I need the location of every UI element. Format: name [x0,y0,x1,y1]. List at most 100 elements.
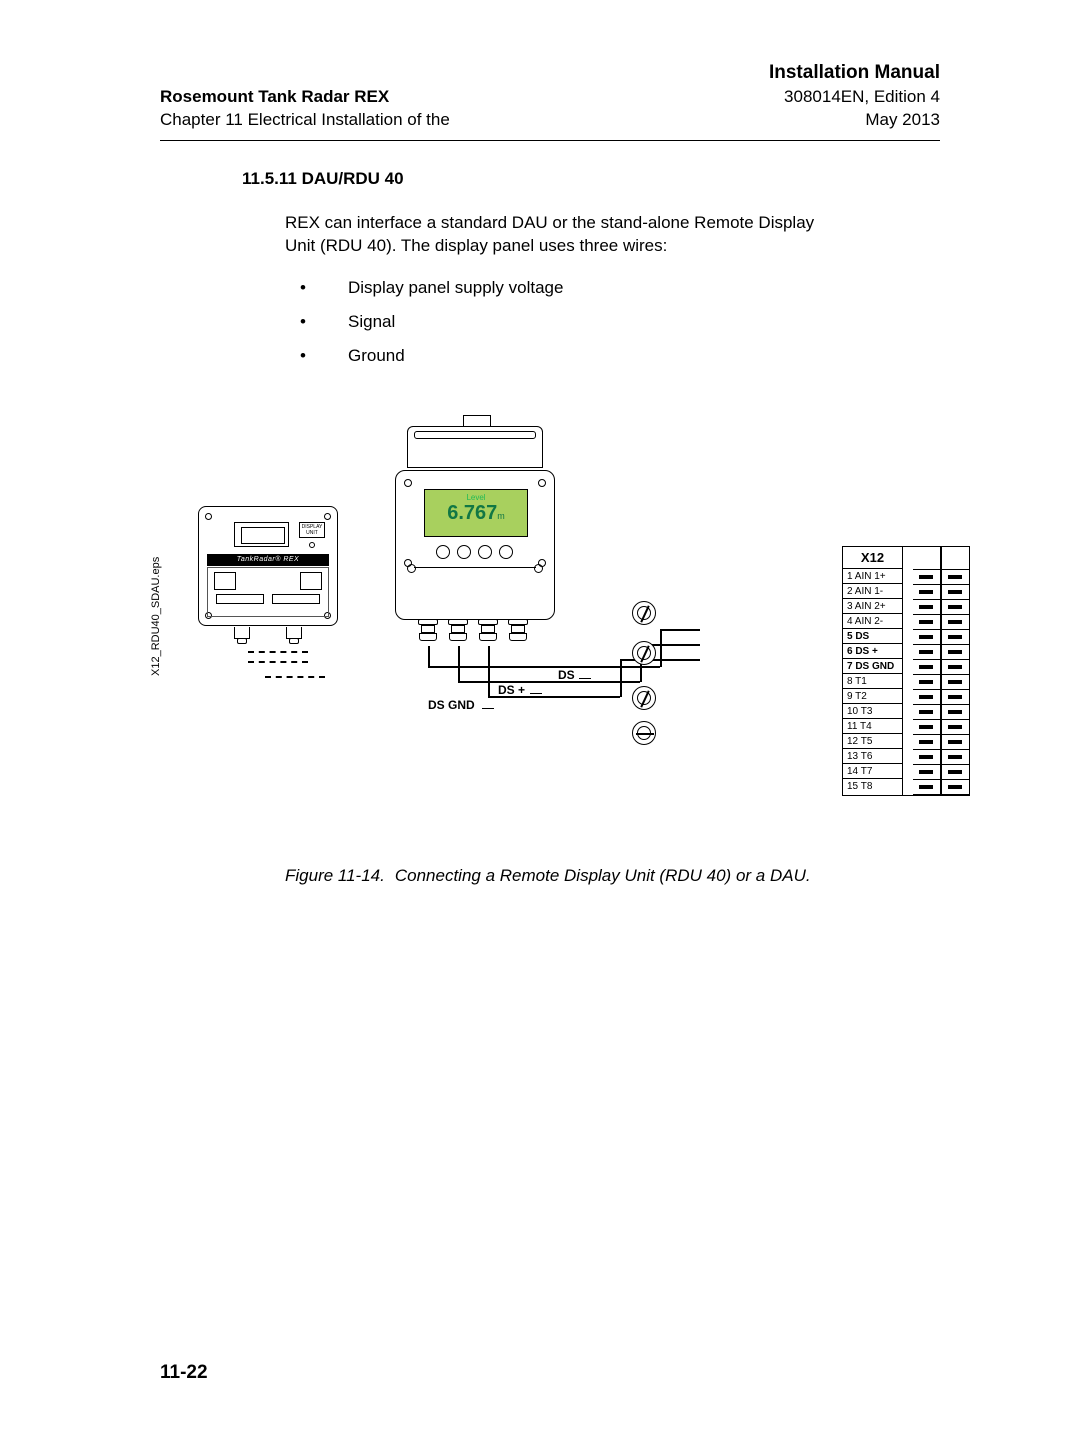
leader-line [579,678,591,679]
terminal-row: 9 T2 [843,689,902,704]
terminal-slot [913,780,940,795]
list-item: Ground [300,346,940,366]
gland-icon [234,627,250,639]
figure-caption: Figure 11-14. Connecting a Remote Displa… [285,864,845,888]
gland-icon [418,619,438,643]
button-icon [457,545,471,559]
terminal-slot [942,630,969,645]
connector-icon [272,594,320,604]
figure-caption-text: Connecting a Remote Display Unit (RDU 40… [395,864,811,888]
screen-label: Level [425,490,527,502]
wire-label-dsp: DS + [498,683,525,697]
terminal-row: 3 AIN 2+ [843,599,902,614]
wire [428,646,430,666]
cable-entry-icon [632,641,656,665]
blank-header [942,547,969,570]
terminal-slot [942,750,969,765]
terminal-slot [942,660,969,675]
leader-line [482,708,494,709]
terminal-slot [942,645,969,660]
dashed-wire [248,661,308,663]
screw-icon [324,513,331,520]
figure-number: Figure 11-14. [285,864,385,888]
page-header: Rosemount Tank Radar REX Chapter 11 Elec… [160,60,940,141]
terminal-slot [913,600,940,615]
terminal-row-ds: 7 DS GND [843,659,902,674]
terminal-slot [942,720,969,735]
button-icon [499,545,513,559]
gland-icon [286,627,302,639]
bullet-list: Display panel supply voltage Signal Grou… [300,278,940,366]
blank-header [913,547,940,570]
gland-icon [448,619,468,643]
gland-icon [508,619,528,643]
terminal-slots-col [941,547,969,795]
terminal-slot [913,735,940,750]
terminal-row: 10 T3 [843,704,902,719]
terminal-block: X12 1 AIN 1+ 2 AIN 1- 3 AIN 2+ 4 AIN 2- … [842,546,970,796]
terminal-slot [913,765,940,780]
terminal-slot [942,675,969,690]
terminal-row: 15 T8 [843,779,902,794]
screen-unit: m [497,511,505,521]
divider [414,567,536,568]
terminal-slot [913,570,940,585]
leader-line [530,693,542,694]
screw-icon [404,479,412,487]
terminal-slot [942,735,969,750]
terminal-header: X12 [843,547,902,569]
terminal-row: 11 T4 [843,719,902,734]
wire [428,666,660,668]
terminal-row: 1 AIN 1+ [843,569,902,584]
gland-icon [478,619,498,643]
list-item: Signal [300,312,940,332]
header-right: Installation Manual 308014EN, Edition 4 … [769,60,940,132]
wire [458,646,460,681]
terminal-slot [913,645,940,660]
terminal-slot [942,765,969,780]
terminal-gap [903,547,913,795]
wire-label-ds: DS [558,668,575,682]
wire [620,659,622,697]
dau-brand-label: TankRadar® REX [207,554,329,566]
terminal-slot [942,615,969,630]
terminal-slot [942,600,969,615]
wire [660,629,700,631]
button-icon [478,545,492,559]
dau-display [234,522,289,547]
connector-icon [216,594,264,604]
product-title: Rosemount Tank Radar REX [160,86,450,109]
manual-title: Installation Manual [769,60,940,86]
terminal-slot [942,570,969,585]
terminal-row: 12 T5 [843,734,902,749]
figure-diagram: X12_RDU40_SDAU.eps DISPLAY UNIT TankRada… [160,406,940,846]
rdu-body: Level 6.767m [395,470,555,620]
terminal-slots-col [913,547,941,795]
terminal-row: 13 T6 [843,749,902,764]
terminal-slot [942,705,969,720]
eps-filename-label: X12_RDU40_SDAU.eps [150,557,162,676]
terminal-row-ds: 5 DS [843,629,902,644]
dau-indicator [309,542,315,548]
list-item: Display panel supply voltage [300,278,940,298]
terminal-slot [913,690,940,705]
rdu-device: Level 6.767m [395,426,555,656]
dashed-wire [265,676,325,678]
rdu-buttons [436,545,513,559]
rdu-screen: Level 6.767m [424,489,528,537]
terminal-row: 8 T1 [843,674,902,689]
rdu-lid [407,426,543,468]
terminal-row: 2 AIN 1- [843,584,902,599]
dau-plate-label: DISPLAY UNIT [299,522,325,538]
dashed-wire [248,651,308,653]
section-paragraph: REX can interface a standard DAU or the … [285,211,845,259]
terminal-labels-col: X12 1 AIN 1+ 2 AIN 1- 3 AIN 2+ 4 AIN 2- … [843,547,903,795]
wire [620,659,700,661]
terminal-slot [913,705,940,720]
dau-device: DISPLAY UNIT TankRadar® REX [198,506,338,626]
terminal-row: 4 AIN 2- [843,614,902,629]
wire [458,681,640,683]
terminal-slot [913,630,940,645]
terminal-slot [942,585,969,600]
wire [488,646,490,696]
